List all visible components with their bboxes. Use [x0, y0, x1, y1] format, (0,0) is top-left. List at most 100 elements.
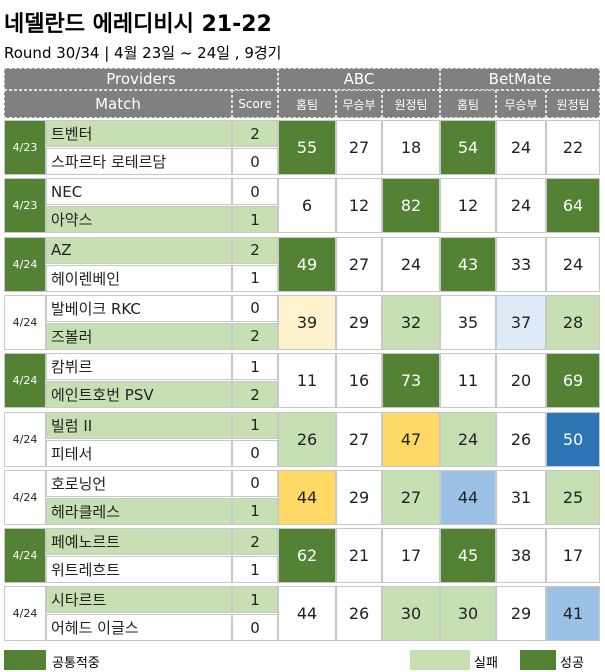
betmate-probability: 20 — [496, 353, 546, 409]
away-team: 헤이렌베인 — [46, 264, 232, 292]
abc-probability: 21 — [336, 528, 382, 584]
legend-swatch — [410, 650, 470, 670]
legend-label: 실패 — [474, 656, 498, 671]
away-team: 피테서 — [46, 439, 232, 467]
betmate-probability: 45 — [440, 528, 496, 584]
abc-probability: 82 — [382, 178, 440, 234]
home-team: NEC — [46, 178, 232, 206]
abc-probability: 12 — [336, 178, 382, 234]
betmate-probability: 50 — [546, 411, 600, 467]
abc-probability: 62 — [278, 528, 336, 584]
home-score: 0 — [232, 469, 278, 497]
header-betmate: BetMate — [440, 68, 600, 90]
betmate-probability: 25 — [546, 469, 600, 525]
away-score: 0 — [232, 148, 278, 175]
away-score: 2 — [232, 381, 278, 409]
legend-swatch — [520, 650, 556, 670]
home-score: 0 — [232, 294, 278, 322]
home-team: 트벤터 — [46, 120, 232, 147]
abc-probability: 55 — [278, 120, 336, 175]
home-score: 2 — [232, 120, 278, 147]
betmate-probability: 22 — [546, 120, 600, 175]
betmate-probability: 35 — [440, 294, 496, 350]
betmate-probability: 24 — [546, 236, 600, 292]
header-score: Score — [232, 90, 278, 118]
abc-probability: 73 — [382, 353, 440, 409]
away-team: 즈볼러 — [46, 322, 232, 350]
abc-probability: 44 — [278, 469, 336, 525]
betmate-probability: 43 — [440, 236, 496, 292]
away-team: 위트레흐트 — [46, 556, 232, 584]
abc-probability: 44 — [278, 586, 336, 642]
away-team: 어헤드 이글스 — [46, 614, 232, 642]
home-team: 캄뷔르 — [46, 353, 232, 381]
abc-probability: 47 — [382, 411, 440, 467]
betmate-probability: 24 — [496, 120, 546, 175]
abc-probability: 6 — [278, 178, 336, 234]
home-team: 발베이크 RKC — [46, 294, 232, 322]
abc-probability: 27 — [336, 236, 382, 292]
betmate-probability: 31 — [496, 469, 546, 525]
home-team: 페예노르트 — [46, 528, 232, 556]
away-team: 스파르타 로테르담 — [46, 148, 232, 175]
header-providers: Providers — [4, 68, 278, 90]
legend-label: 성공 — [560, 656, 584, 671]
betmate-probability: 12 — [440, 178, 496, 234]
abc-probability: 11 — [278, 353, 336, 409]
match-date: 4/23 — [4, 178, 46, 234]
abc-probability: 26 — [278, 411, 336, 467]
abc-probability: 49 — [278, 236, 336, 292]
away-score: 1 — [232, 497, 278, 525]
match-date: 4/24 — [4, 411, 46, 467]
header-abc: ABC — [278, 68, 440, 90]
home-score: 1 — [232, 586, 278, 614]
header-column: 홈팀 — [440, 90, 496, 118]
betmate-probability: 38 — [496, 528, 546, 584]
title: 네델란드 에레디비시 21-22 — [4, 12, 272, 37]
away-score: 0 — [232, 614, 278, 642]
betmate-probability: 17 — [546, 528, 600, 584]
betmate-probability: 69 — [546, 353, 600, 409]
betmate-probability: 37 — [496, 294, 546, 350]
betmate-probability: 44 — [440, 469, 496, 525]
betmate-probability: 33 — [496, 236, 546, 292]
abc-probability: 27 — [382, 469, 440, 525]
match-date: 4/24 — [4, 236, 46, 292]
legend-swatch — [4, 650, 46, 670]
match-date: 4/24 — [4, 586, 46, 642]
abc-probability: 27 — [336, 120, 382, 175]
betmate-probability: 24 — [440, 411, 496, 467]
away-score: 1 — [232, 206, 278, 234]
match-date: 4/24 — [4, 528, 46, 584]
abc-probability: 26 — [336, 586, 382, 642]
match-date: 4/24 — [4, 469, 46, 525]
abc-probability: 16 — [336, 353, 382, 409]
abc-probability: 27 — [336, 411, 382, 467]
abc-probability: 29 — [336, 294, 382, 350]
home-team: 호로닝언 — [46, 469, 232, 497]
away-score: 1 — [232, 264, 278, 292]
betmate-probability: 28 — [546, 294, 600, 350]
home-score: 1 — [232, 353, 278, 381]
match-date: 4/24 — [4, 353, 46, 409]
legend-label: 공통적중 — [52, 656, 100, 671]
abc-probability: 29 — [336, 469, 382, 525]
home-team: AZ — [46, 236, 232, 264]
betmate-probability: 64 — [546, 178, 600, 234]
away-team: 헤라클레스 — [46, 497, 232, 525]
home-score: 2 — [232, 236, 278, 264]
betmate-probability: 30 — [440, 586, 496, 642]
home-team: 시타르트 — [46, 586, 232, 614]
header-match: Match — [4, 90, 232, 118]
betmate-probability: 11 — [440, 353, 496, 409]
header-column: 홈팀 — [278, 90, 336, 118]
abc-probability: 39 — [278, 294, 336, 350]
match-date: 4/23 — [4, 120, 46, 175]
subtitle: Round 30/34 | 4월 23일 ~ 24일 , 9경기 — [4, 44, 282, 62]
away-team: 아약스 — [46, 206, 232, 234]
betmate-probability: 26 — [496, 411, 546, 467]
header-column: 원정팀 — [382, 90, 440, 118]
away-score: 1 — [232, 556, 278, 584]
abc-probability: 32 — [382, 294, 440, 350]
